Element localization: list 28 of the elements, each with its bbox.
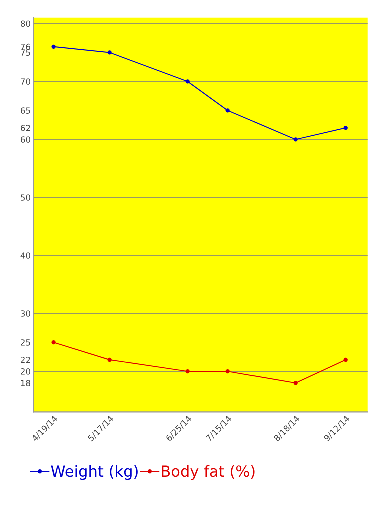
y-tick-label: 18 [21,380,30,386]
y-tick-label: 25 [21,340,30,346]
y-tick-label: 60 [20,136,30,143]
point [108,358,112,362]
point [186,369,190,374]
point [344,126,348,130]
point [108,50,112,55]
point [52,340,56,345]
point [294,381,298,386]
point [344,358,348,362]
point [294,138,298,142]
y-tick-label: 62 [20,125,30,132]
point [52,44,56,49]
y-tick-label: 76 [21,44,30,50]
point [186,80,190,84]
point [226,369,230,374]
legend-label: Body fat (%) [162,465,255,480]
y-tick-label: 22 [21,356,30,364]
y-tick-label: 70 [21,78,30,85]
y-tick-label: 65 [20,108,30,114]
point [226,108,230,113]
y-tick-label: 80 [20,20,30,27]
y-tick-label: 20 [21,368,30,375]
y-tick-label: 40 [20,252,30,259]
y-tick-label: 50 [21,194,30,201]
y-tick-label: 75 [21,50,30,56]
legend-label: Weight (kg) [51,465,138,480]
y-tick-label: 30 [21,310,30,317]
